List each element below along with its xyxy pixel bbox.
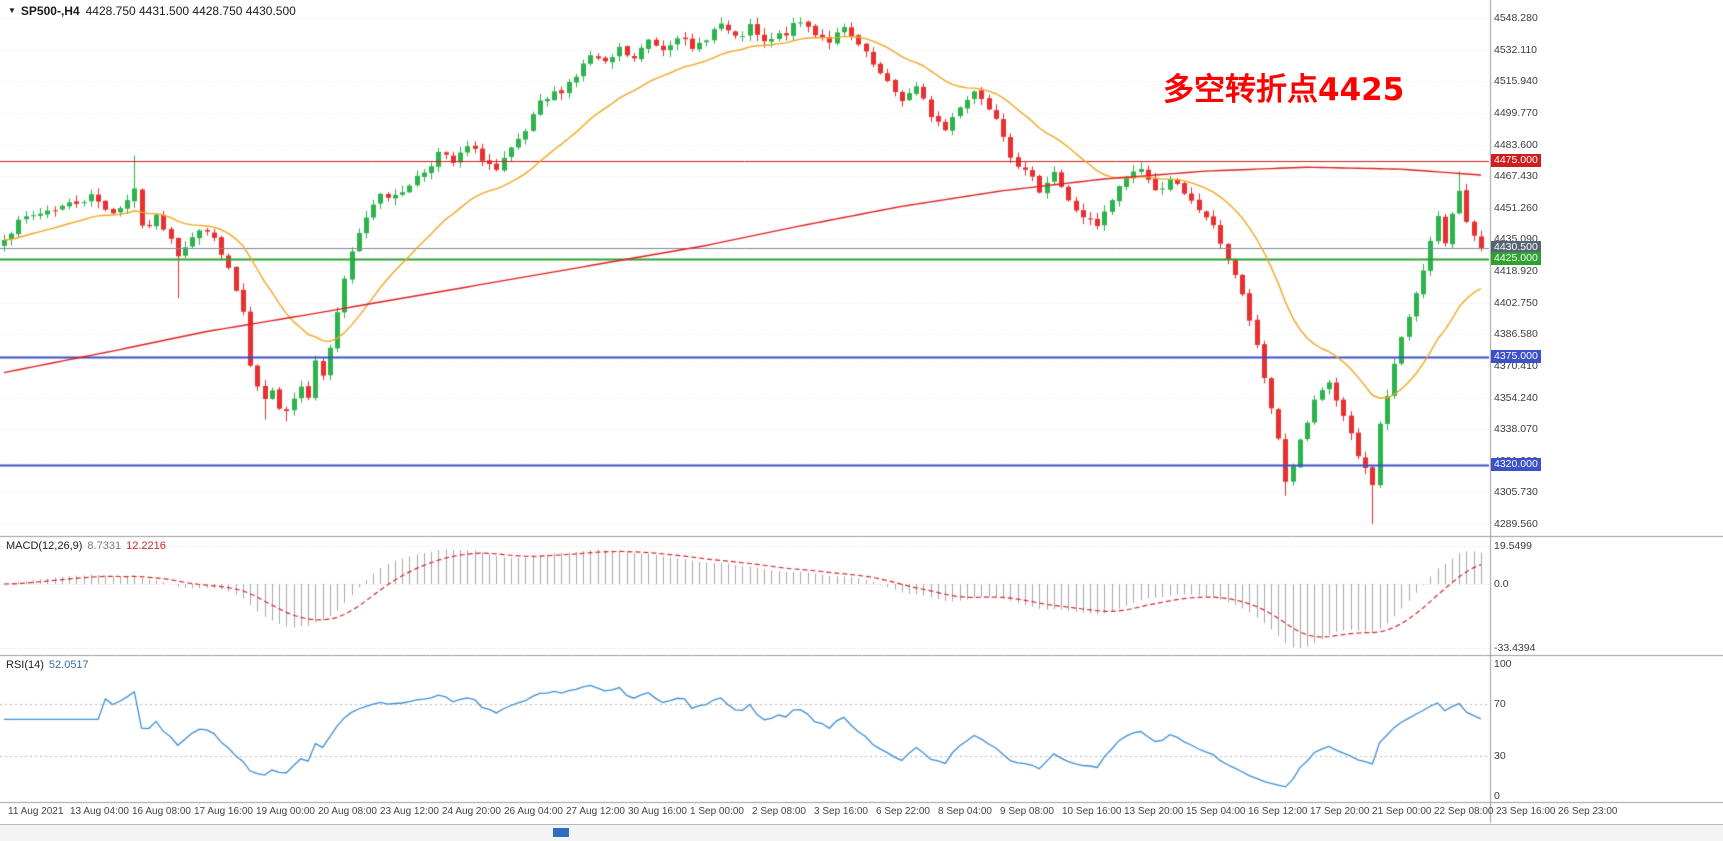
chart-title: ▼ SP500-,H4 4428.750 4431.500 4428.750 443…	[8, 4, 296, 18]
macd-main-value: 8.7331	[87, 540, 122, 552]
rsi-name: RSI(14)	[6, 659, 44, 671]
symbol-timeframe: SP500-,H4	[20, 4, 80, 18]
scrollbar-thumb[interactable]	[553, 828, 569, 837]
rsi-value: 52.0517	[48, 659, 89, 671]
ohlc-readout: 4428.750 4431.500 4428.750 4430.500	[85, 4, 296, 18]
chart-annotation-text: 多空转折点4425	[1163, 72, 1405, 108]
rsi-indicator-label: RSI(14) 52.0517	[6, 659, 89, 671]
chart-menu-icon[interactable]: ▼	[8, 6, 16, 15]
macd-indicator-label: MACD(12,26,9) 8.7331 12.2216	[6, 540, 166, 552]
macd-name: MACD(12,26,9)	[6, 540, 83, 552]
horizontal-scrollbar[interactable]	[0, 824, 1723, 841]
macd-signal-value: 12.2216	[126, 540, 166, 552]
